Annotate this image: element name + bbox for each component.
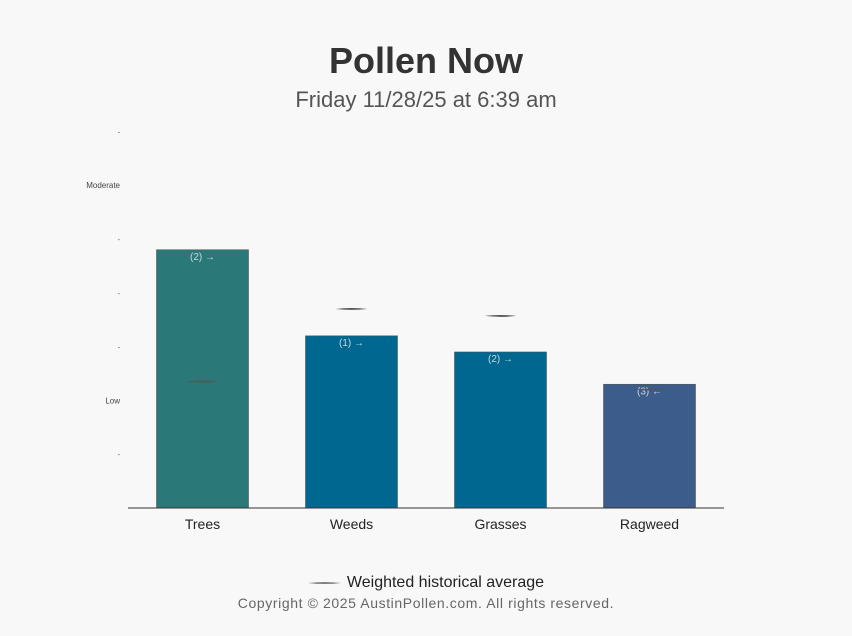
y-tick-label: - — [118, 345, 121, 352]
bar-trees — [156, 249, 249, 509]
bar-value-label: (3) ← — [637, 386, 662, 397]
historical-average-marker — [484, 315, 517, 317]
bar-ragweed — [603, 383, 696, 509]
y-tick-label: - — [118, 291, 121, 298]
bar-value-label: (1) → — [339, 338, 364, 349]
x-tick-label: Trees — [185, 516, 220, 532]
historical-average-marker — [186, 380, 219, 383]
historical-average-marker — [335, 308, 368, 310]
historical-average-swatch — [307, 581, 341, 584]
y-tick-label: Low — [105, 396, 120, 405]
y-tick-label: - — [118, 129, 121, 136]
copyright-notice: Copyright © 2025 AustinPollen.com. All r… — [237, 595, 615, 611]
y-tick-label: - — [118, 237, 121, 244]
chart-legend: Weighted historical average — [0, 574, 852, 592]
page-title: Pollen Now — [328, 40, 523, 81]
historical-average-marker — [633, 388, 666, 391]
x-tick-label: Weeds — [330, 516, 373, 532]
bar-weeds — [305, 335, 398, 509]
x-tick-label: Ragweed — [620, 516, 679, 532]
bar-value-label: (2) → — [488, 354, 513, 365]
bar-value-label: (2) → — [190, 252, 215, 263]
x-tick-label: Grasses — [474, 516, 526, 532]
y-tick-label: - — [118, 452, 121, 459]
page-subtitle: Friday 11/28/25 at 6:39 am — [295, 87, 557, 112]
legend-label-historical-average: Weighted historical average — [346, 574, 545, 591]
bar-grasses — [454, 351, 547, 509]
y-tick-label: Moderate — [86, 181, 120, 190]
